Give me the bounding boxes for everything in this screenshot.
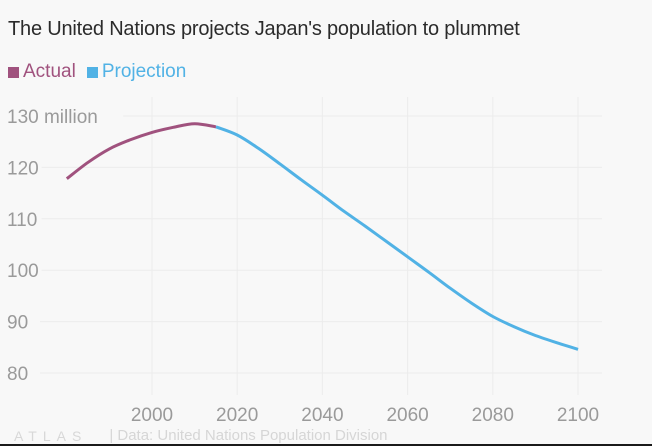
x-tick-label: 2020 — [216, 405, 258, 426]
series-lines — [65, 122, 579, 351]
legend-item-projection: Projection — [86, 61, 187, 83]
legend-label-projection: Projection — [101, 61, 187, 82]
y-axis-ticks: 80 90 100 110 120 130 million — [7, 107, 98, 385]
legend-swatch-projection — [86, 66, 98, 78]
footer: ATLAS | Data: United Nations Population … — [14, 427, 388, 444]
x-tick-label: 2040 — [301, 405, 343, 426]
x-tick-label: 2080 — [472, 405, 514, 426]
atlas-logo: ATLAS — [14, 427, 88, 444]
x-tick-label: 2060 — [386, 405, 428, 426]
y-tick-label: 80 — [7, 364, 28, 385]
y-tick-label: 110 — [7, 210, 37, 231]
data-source: | Data: United Nations Population Divisi… — [109, 427, 388, 444]
series-line-projection — [215, 125, 579, 351]
x-axis-ticks: 2000 2020 2040 2060 2080 2100 — [131, 405, 599, 426]
legend: Actual Projection — [8, 61, 197, 83]
grid — [40, 97, 602, 395]
legend-item-actual: Actual — [8, 61, 76, 83]
x-tick-label: 2000 — [131, 405, 173, 426]
legend-label-actual: Actual — [23, 61, 76, 82]
legend-swatch-actual — [8, 66, 19, 78]
chart-title: The United Nations projects Japan's popu… — [8, 18, 520, 40]
bottom-edge — [0, 444, 652, 446]
y-tick-label: 100 — [7, 261, 39, 282]
series-line-actual — [65, 122, 217, 180]
y-tick-label: 90 — [7, 313, 28, 334]
y-tick-label: 120 — [7, 158, 39, 179]
y-tick-label: 130 million — [7, 107, 98, 128]
x-tick-label: 2100 — [557, 405, 599, 426]
